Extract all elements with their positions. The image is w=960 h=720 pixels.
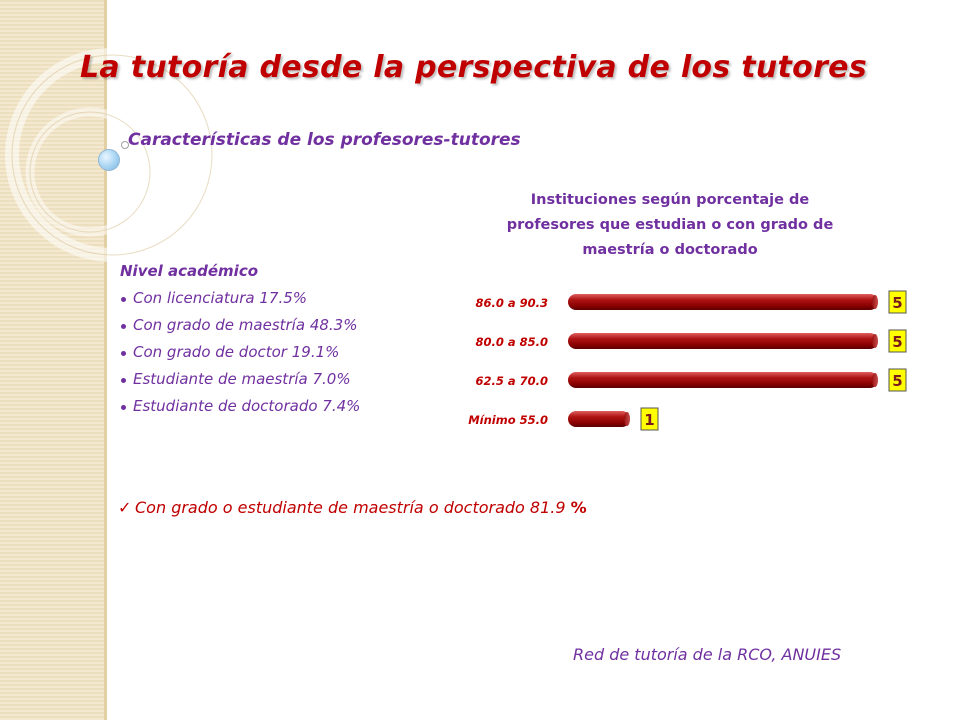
chart-title-line: profesores que estudian o con grado de <box>506 217 834 233</box>
academic-level-item: Con licenciatura 17.5% <box>120 285 360 312</box>
source-citation: Red de tutoría de la RCO, ANUIES <box>573 645 842 664</box>
bar-end-cap <box>872 295 878 309</box>
category-tick-label: 80.0 a 85.0 <box>475 335 548 349</box>
bar <box>568 372 878 388</box>
bar-end-cap <box>624 412 630 426</box>
academic-level-item: Estudiante de doctorado 7.4% <box>120 393 360 420</box>
data-label: 5 <box>892 372 902 390</box>
bar-end-cap <box>872 334 878 348</box>
academic-level-heading: Nivel académico <box>120 262 259 280</box>
data-label-box <box>888 368 907 392</box>
data-label: 5 <box>892 333 902 351</box>
slide-title: La tutoría desde la perspectiva de los t… <box>80 50 867 85</box>
data-label: 1 <box>644 411 654 429</box>
data-label: 5 <box>892 294 902 312</box>
bar-end-cap <box>872 373 878 387</box>
strip-border-line <box>104 0 107 720</box>
summary-line: ✓ Con grado o estudiante de maestría o do… <box>118 498 587 517</box>
slide-subtitle: Características de los profesores-tutore… <box>128 130 521 150</box>
category-tick-label: 62.5 a 70.0 <box>475 374 548 388</box>
academic-level-item: Con grado de doctor 19.1% <box>120 339 360 366</box>
chart-title-line: maestría o doctorado <box>582 242 758 258</box>
blue-orb-icon <box>98 149 120 171</box>
category-tick-label: 86.0 a 90.3 <box>475 296 548 310</box>
bar <box>568 294 878 310</box>
data-label-box <box>640 407 659 431</box>
bar <box>568 411 630 427</box>
summary-text: Con grado o estudiante de maestría o doc… <box>135 498 566 517</box>
chart-title: Instituciones según porcentaje de profes… <box>490 188 850 263</box>
academic-level-list: Con licenciatura 17.5% Con grado de maes… <box>120 285 360 420</box>
data-label-box <box>888 290 907 314</box>
academic-level-item: Estudiante de maestría 7.0% <box>120 366 360 393</box>
academic-level-section: Nivel académico Con licenciatura 17.5% C… <box>120 262 360 420</box>
academic-level-item: Con grado de maestría 48.3% <box>120 312 360 339</box>
category-tick-label: Mínimo 55.0 <box>468 413 548 427</box>
checkmark-icon: ✓ <box>118 498 132 517</box>
summary-percent-sign: % <box>570 498 587 517</box>
bullet-ring-icon <box>121 141 129 149</box>
bar <box>568 333 878 349</box>
data-label-box <box>888 329 907 353</box>
chart-title-line: Instituciones según porcentaje de <box>530 192 810 208</box>
